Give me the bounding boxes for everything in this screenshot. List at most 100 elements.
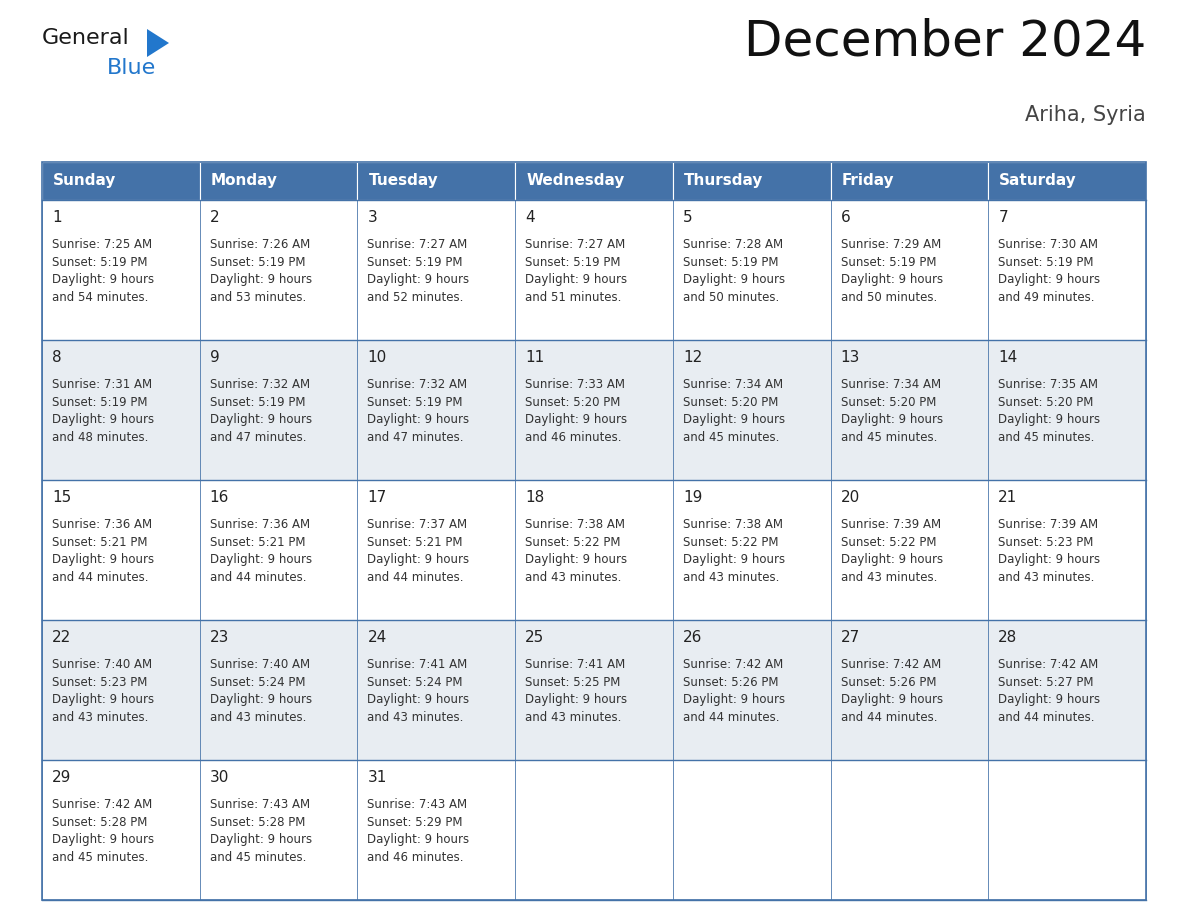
Text: Daylight: 9 hours: Daylight: 9 hours — [998, 413, 1100, 427]
Text: Monday: Monday — [210, 174, 278, 188]
Text: Daylight: 9 hours: Daylight: 9 hours — [210, 834, 311, 846]
Text: Sunset: 5:21 PM: Sunset: 5:21 PM — [367, 536, 463, 549]
Text: Sunset: 5:26 PM: Sunset: 5:26 PM — [683, 676, 778, 689]
Text: Sunset: 5:22 PM: Sunset: 5:22 PM — [841, 536, 936, 549]
Bar — [42, 480, 200, 620]
Bar — [358, 200, 516, 340]
Text: and 43 minutes.: and 43 minutes. — [525, 711, 621, 724]
Text: Tuesday: Tuesday — [368, 174, 438, 188]
Text: Sunrise: 7:29 AM: Sunrise: 7:29 AM — [841, 239, 941, 252]
Text: and 50 minutes.: and 50 minutes. — [683, 291, 779, 304]
Text: and 44 minutes.: and 44 minutes. — [841, 711, 937, 724]
Text: Sunset: 5:19 PM: Sunset: 5:19 PM — [525, 256, 620, 269]
Text: Sunrise: 7:36 AM: Sunrise: 7:36 AM — [210, 519, 310, 532]
Text: 29: 29 — [52, 770, 71, 785]
Bar — [200, 760, 358, 900]
Bar — [988, 200, 1146, 340]
Text: Sunrise: 7:38 AM: Sunrise: 7:38 AM — [525, 519, 625, 532]
Text: 20: 20 — [841, 490, 860, 505]
Bar — [200, 162, 358, 200]
Text: Sunrise: 7:40 AM: Sunrise: 7:40 AM — [52, 658, 152, 671]
Text: Sunrise: 7:42 AM: Sunrise: 7:42 AM — [683, 658, 783, 671]
Text: Sunset: 5:20 PM: Sunset: 5:20 PM — [998, 396, 1094, 409]
Text: Sunrise: 7:42 AM: Sunrise: 7:42 AM — [841, 658, 941, 671]
Text: Daylight: 9 hours: Daylight: 9 hours — [525, 413, 627, 427]
Text: 17: 17 — [367, 490, 386, 505]
Bar — [830, 200, 988, 340]
Text: Sunrise: 7:28 AM: Sunrise: 7:28 AM — [683, 239, 783, 252]
Text: and 45 minutes.: and 45 minutes. — [998, 431, 1094, 444]
Text: Sunrise: 7:36 AM: Sunrise: 7:36 AM — [52, 519, 152, 532]
Text: Sunrise: 7:32 AM: Sunrise: 7:32 AM — [210, 378, 310, 391]
Text: Thursday: Thursday — [684, 174, 763, 188]
Text: 8: 8 — [52, 350, 62, 365]
Text: Sunrise: 7:33 AM: Sunrise: 7:33 AM — [525, 378, 625, 391]
Text: Daylight: 9 hours: Daylight: 9 hours — [683, 554, 785, 566]
Text: Sunrise: 7:26 AM: Sunrise: 7:26 AM — [210, 239, 310, 252]
Bar — [200, 620, 358, 760]
Bar — [42, 620, 200, 760]
Text: Sunrise: 7:39 AM: Sunrise: 7:39 AM — [998, 519, 1099, 532]
Text: and 45 minutes.: and 45 minutes. — [210, 851, 307, 864]
Text: Sunrise: 7:41 AM: Sunrise: 7:41 AM — [367, 658, 468, 671]
Text: 9: 9 — [210, 350, 220, 365]
Text: Sunset: 5:19 PM: Sunset: 5:19 PM — [841, 256, 936, 269]
Text: Daylight: 9 hours: Daylight: 9 hours — [367, 834, 469, 846]
Text: Sunrise: 7:35 AM: Sunrise: 7:35 AM — [998, 378, 1098, 391]
Text: Sunset: 5:20 PM: Sunset: 5:20 PM — [525, 396, 620, 409]
Text: Daylight: 9 hours: Daylight: 9 hours — [683, 693, 785, 707]
Bar — [672, 620, 830, 760]
Text: Daylight: 9 hours: Daylight: 9 hours — [841, 554, 943, 566]
Text: Daylight: 9 hours: Daylight: 9 hours — [998, 554, 1100, 566]
Text: 22: 22 — [52, 630, 71, 645]
Text: and 43 minutes.: and 43 minutes. — [367, 711, 463, 724]
Text: and 46 minutes.: and 46 minutes. — [367, 851, 465, 864]
Text: and 43 minutes.: and 43 minutes. — [841, 571, 937, 584]
Bar — [672, 340, 830, 480]
Bar — [988, 760, 1146, 900]
Bar — [358, 620, 516, 760]
Text: and 43 minutes.: and 43 minutes. — [52, 711, 148, 724]
Text: Sunset: 5:24 PM: Sunset: 5:24 PM — [210, 676, 305, 689]
Text: Daylight: 9 hours: Daylight: 9 hours — [52, 834, 154, 846]
Text: Daylight: 9 hours: Daylight: 9 hours — [52, 274, 154, 286]
Bar — [358, 480, 516, 620]
Text: and 44 minutes.: and 44 minutes. — [683, 711, 779, 724]
Bar — [200, 340, 358, 480]
Text: Sunset: 5:20 PM: Sunset: 5:20 PM — [841, 396, 936, 409]
Text: Sunset: 5:23 PM: Sunset: 5:23 PM — [52, 676, 147, 689]
Text: and 47 minutes.: and 47 minutes. — [367, 431, 465, 444]
Text: Daylight: 9 hours: Daylight: 9 hours — [52, 413, 154, 427]
Bar — [516, 340, 672, 480]
Bar — [830, 340, 988, 480]
Text: General: General — [42, 28, 129, 48]
Text: Daylight: 9 hours: Daylight: 9 hours — [210, 274, 311, 286]
Text: 25: 25 — [525, 630, 544, 645]
Bar — [988, 340, 1146, 480]
Text: Sunset: 5:19 PM: Sunset: 5:19 PM — [367, 396, 463, 409]
Text: 11: 11 — [525, 350, 544, 365]
Text: Sunrise: 7:39 AM: Sunrise: 7:39 AM — [841, 519, 941, 532]
Text: 21: 21 — [998, 490, 1018, 505]
Text: Daylight: 9 hours: Daylight: 9 hours — [52, 693, 154, 707]
Bar — [988, 162, 1146, 200]
Text: Daylight: 9 hours: Daylight: 9 hours — [998, 693, 1100, 707]
Text: 19: 19 — [683, 490, 702, 505]
Text: and 45 minutes.: and 45 minutes. — [52, 851, 148, 864]
Text: Sunset: 5:28 PM: Sunset: 5:28 PM — [210, 816, 305, 829]
Bar — [830, 162, 988, 200]
Text: Daylight: 9 hours: Daylight: 9 hours — [525, 693, 627, 707]
Text: Sunrise: 7:25 AM: Sunrise: 7:25 AM — [52, 239, 152, 252]
Text: 2: 2 — [210, 210, 220, 225]
Text: Sunrise: 7:27 AM: Sunrise: 7:27 AM — [525, 239, 625, 252]
Bar — [672, 480, 830, 620]
Bar — [42, 200, 200, 340]
Bar — [988, 480, 1146, 620]
Text: Sunset: 5:22 PM: Sunset: 5:22 PM — [525, 536, 620, 549]
Text: 14: 14 — [998, 350, 1018, 365]
Bar — [988, 620, 1146, 760]
Text: Sunset: 5:19 PM: Sunset: 5:19 PM — [683, 256, 778, 269]
Text: 30: 30 — [210, 770, 229, 785]
Text: Sunset: 5:29 PM: Sunset: 5:29 PM — [367, 816, 463, 829]
Text: Sunset: 5:27 PM: Sunset: 5:27 PM — [998, 676, 1094, 689]
